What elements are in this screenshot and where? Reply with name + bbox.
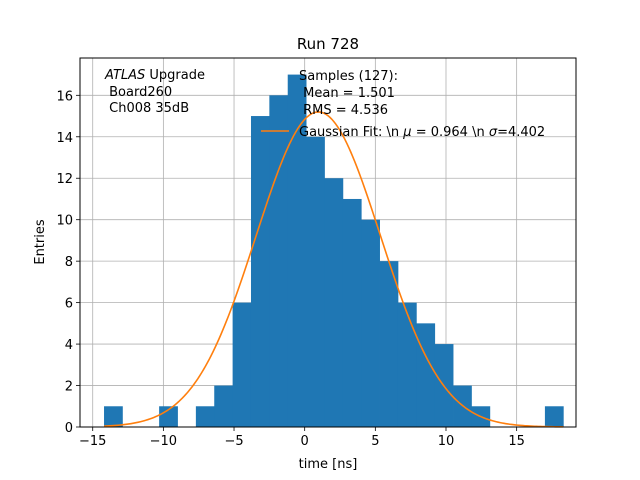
annotation-line-3: Ch008 35dB: [105, 101, 189, 116]
y-axis-label: Entries: [33, 219, 48, 265]
histogram-bar: [159, 406, 178, 427]
plot-frame: [79, 57, 577, 428]
x-tick-label: 5: [371, 434, 379, 449]
histogram-bar: [104, 406, 123, 427]
chart-title: Run 728: [297, 35, 359, 53]
legend-stats-title: Samples (127):: [299, 69, 398, 84]
fit-curve-layer: [103, 111, 564, 428]
legend-stats-mean: Mean = 1.501: [299, 86, 395, 101]
y-tick-label: 8: [65, 255, 73, 270]
legend-stats-rms: RMS = 4.536: [299, 103, 388, 118]
histogram-bar: [361, 219, 380, 427]
histogram-bar: [269, 95, 289, 427]
histogram-bar: [306, 136, 325, 428]
x-tick-label: −10: [150, 434, 177, 449]
histogram-bar: [416, 323, 436, 427]
y-tick-label: 6: [65, 297, 73, 312]
histogram-bar: [214, 385, 234, 427]
histogram-bar: [324, 178, 344, 427]
y-tick-label: 0: [65, 421, 73, 436]
annotation-line-1: ATLAS Upgrade: [104, 68, 205, 83]
annotation-upgrade: Upgrade: [145, 68, 205, 83]
ticks-layer: −15 −10 −5 0 5 10 15 0 2 4 6 8 10 12 14 16: [56, 89, 524, 449]
y-tick-label: 4: [65, 338, 73, 353]
legend-fit-mid: = 0.964 \n: [412, 125, 489, 140]
y-tick-label: 2: [65, 380, 73, 395]
legend-fit-suffix: =4.402: [497, 125, 545, 140]
x-axis-label: time [ns]: [299, 457, 358, 472]
x-tick-label: 10: [438, 434, 455, 449]
histogram-bar: [287, 74, 307, 428]
histogram-bar: [250, 116, 270, 427]
bars-layer: [104, 74, 564, 428]
x-tick-label: −5: [224, 434, 243, 449]
annotation-atlas: ATLAS: [104, 68, 145, 83]
y-tick-label: 14: [56, 131, 73, 146]
y-tick-label: 16: [56, 89, 73, 104]
histogram-bar: [195, 406, 215, 427]
x-tick-label: 15: [508, 434, 525, 449]
histogram-bar: [397, 302, 417, 427]
legend-fit-sigma: σ: [489, 125, 498, 140]
legend: Samples (127): Mean = 1.501 RMS = 4.536 …: [261, 69, 545, 140]
gaussian-fit-line: [103, 111, 564, 428]
atlas-annotation: ATLAS Upgrade Board260 Ch008 35dB: [104, 68, 205, 116]
legend-fit-mu: μ: [402, 125, 411, 140]
histogram-bar: [342, 198, 362, 427]
x-tick-label: 0: [301, 434, 309, 449]
y-tick-label: 12: [56, 172, 73, 187]
x-tick-label: −15: [79, 434, 106, 449]
y-tick-label: 10: [56, 214, 73, 229]
annotation-line-2: Board260: [105, 85, 172, 100]
legend-fit-prefix: Gaussian Fit: \n: [299, 125, 403, 140]
legend-fit-label: Gaussian Fit: \n μ = 0.964 \n σ=4.402: [299, 125, 545, 140]
histogram-bar: [232, 302, 252, 427]
histogram-bar: [379, 261, 399, 427]
histogram-bar: [544, 406, 564, 427]
